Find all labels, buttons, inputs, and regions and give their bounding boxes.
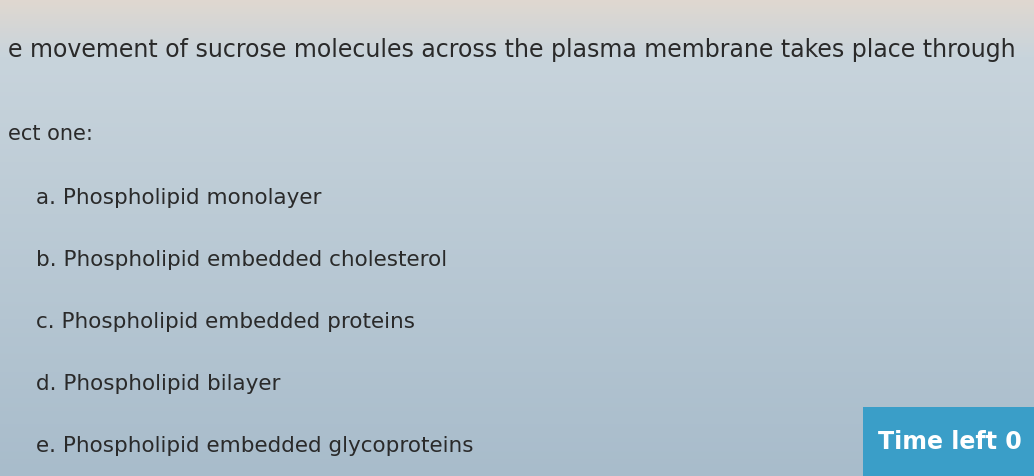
Text: b. Phospholipid embedded cholesterol: b. Phospholipid embedded cholesterol [36,249,448,269]
Text: e movement of sucrose molecules across the plasma membrane takes place through: e movement of sucrose molecules across t… [8,38,1015,62]
Text: ect one:: ect one: [8,123,93,143]
Text: d. Phospholipid bilayer: d. Phospholipid bilayer [36,373,280,393]
Text: Time left 0: Time left 0 [878,429,1022,454]
Text: c. Phospholipid embedded proteins: c. Phospholipid embedded proteins [36,311,416,331]
Bar [863,407,1034,476]
Text: e. Phospholipid embedded glycoproteins: e. Phospholipid embedded glycoproteins [36,435,474,455]
Text: a. Phospholipid monolayer: a. Phospholipid monolayer [36,188,322,208]
